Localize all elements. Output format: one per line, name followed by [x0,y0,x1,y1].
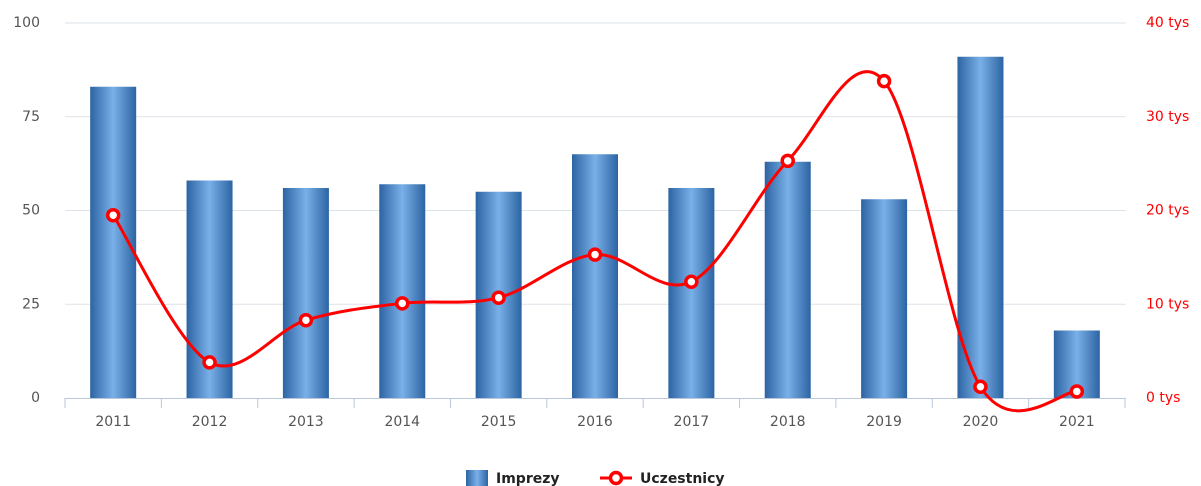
bar [764,161,811,398]
line [111,70,1077,413]
bar [668,188,715,398]
bar [957,56,1004,398]
y-tick-label: 100 [13,15,40,31]
x-tick-label: 2020 [963,414,999,430]
line-marker [684,274,699,289]
legend-label: Uczestnicy [640,471,725,486]
line-marker [876,73,892,89]
y2-tick-label: 20 tys [1146,203,1189,219]
bar [379,184,426,398]
y2-tick-label: 0 tys [1146,390,1180,406]
x-tick-label: 2012 [192,414,228,430]
bar [572,154,618,398]
y-tick-label: 0 [31,390,40,406]
x-tick-label: 2011 [95,414,131,430]
legend-label: Imprezy [496,471,560,486]
line-marker [1069,384,1085,399]
line-marker [298,312,314,328]
bar [282,188,329,398]
x-tick-label: 2014 [384,414,420,430]
y2-tick-label: 10 tys [1146,296,1189,312]
line-marker [202,355,217,370]
x-tick-label: 2017 [674,414,710,430]
line-marker [973,379,988,394]
y-tick-label: 75 [22,109,40,125]
x-tick-label: 2021 [1059,414,1095,430]
line-marker [587,247,603,262]
x-tick-label: 2016 [577,414,613,430]
legend-swatch [466,470,488,486]
y-tick-label: 25 [22,296,40,312]
bar [861,199,908,398]
x-tick-label: 2019 [866,414,902,430]
y2-tick-label: 30 tys [1146,109,1189,125]
x-tick-label: 2013 [288,414,324,430]
line-marker [395,296,410,311]
line-marker [105,207,121,223]
line-marker [780,153,795,169]
x-tick-label: 2015 [481,414,517,430]
line-marker [491,290,506,305]
x-tick-label: 2018 [770,414,806,430]
y2-tick-label: 40 tys [1146,15,1189,31]
legend-marker [608,470,624,486]
y-tick-label: 50 [22,203,40,219]
